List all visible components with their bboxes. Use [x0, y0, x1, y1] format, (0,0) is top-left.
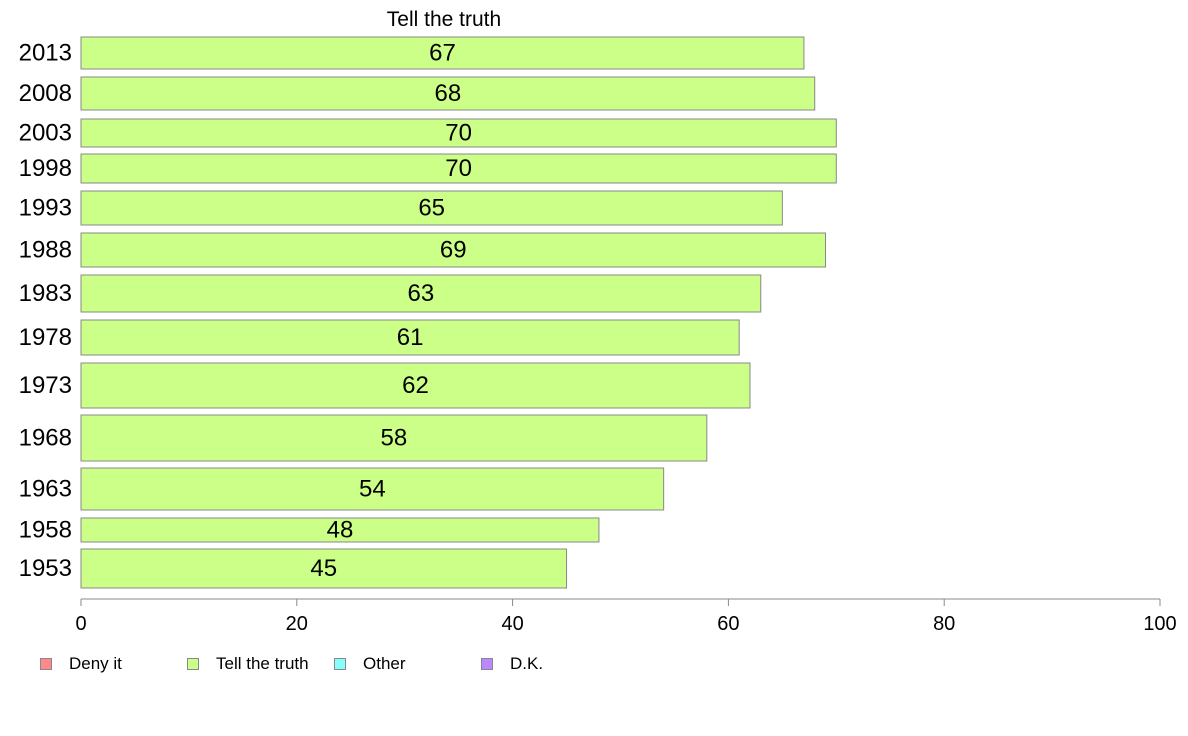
bar-value-label: 69	[440, 237, 467, 264]
x-tick-label: 80	[933, 613, 955, 635]
bar-1963	[80, 467, 665, 511]
bar-2003	[80, 118, 837, 148]
category-label: 2003	[19, 120, 72, 147]
bar-1993	[80, 190, 783, 226]
category-label: 1958	[19, 517, 72, 544]
legend-item-dk: D.K.	[481, 654, 543, 674]
category-label: 1963	[19, 476, 72, 503]
chart-title: Tell the truth	[387, 8, 501, 31]
bar-value-label: 54	[359, 476, 386, 503]
bar-value-label: 70	[445, 155, 472, 182]
bar-value-label: 48	[327, 517, 354, 544]
bar-value-label: 58	[381, 425, 408, 452]
category-label: 1968	[19, 425, 72, 452]
legend: Deny it Tell the truth Other D.K.	[0, 654, 1188, 674]
legend-swatch	[40, 658, 52, 670]
category-label: 1993	[19, 195, 72, 222]
bar-value-label: 67	[429, 40, 456, 67]
bar-chart: Tell the truth 6720136820087020037019986…	[19, 8, 1177, 635]
legend-swatch	[187, 658, 199, 670]
bar-1968	[80, 414, 708, 462]
legend-swatch	[481, 658, 493, 670]
bar-value-label: 62	[402, 372, 429, 399]
bar-value-label: 45	[310, 555, 337, 582]
bar-1983	[80, 274, 762, 313]
x-tick-label: 40	[501, 613, 523, 635]
bar-value-label: 61	[397, 324, 424, 351]
bar-value-label: 63	[408, 280, 435, 307]
legend-label: Other	[363, 654, 406, 673]
bar-1978	[80, 319, 740, 356]
x-tick-label: 60	[717, 613, 739, 635]
bar-1988	[80, 232, 827, 268]
legend-label: D.K.	[510, 654, 544, 673]
category-label: 2008	[19, 80, 72, 107]
legend-item-other: Other	[334, 654, 406, 674]
bar-value-label: 68	[435, 80, 462, 107]
bar-1958	[80, 517, 600, 543]
legend-item-tell-the-truth: Tell the truth	[187, 654, 309, 674]
bar-1973	[80, 362, 751, 409]
bar-1953	[80, 548, 568, 589]
bar-2013	[80, 36, 805, 70]
x-tick-label: 100	[1143, 613, 1176, 635]
legend-item-deny-it: Deny it	[40, 654, 122, 674]
bar-value-label: 65	[418, 195, 445, 222]
category-label: 1978	[19, 324, 72, 351]
x-tick-label: 20	[286, 613, 308, 635]
legend-label: Deny it	[69, 654, 122, 673]
x-tick-label: 0	[75, 613, 86, 635]
category-label: 1983	[19, 280, 72, 307]
category-label: 1998	[19, 155, 72, 182]
category-label: 1953	[19, 555, 72, 582]
bar-value-label: 70	[445, 120, 472, 147]
legend-swatch	[334, 658, 346, 670]
category-label: 1973	[19, 372, 72, 399]
category-label: 2013	[19, 40, 72, 67]
category-label: 1988	[19, 237, 72, 264]
bar-2008	[80, 76, 816, 111]
bar-1998	[80, 153, 837, 184]
bars-group: 67 2013 68 2008 70 2003 70 1998 65 1993 69 1988 63 19…	[19, 36, 837, 589]
legend-label: Tell the truth	[216, 654, 309, 673]
x-axis: 0 20 40 60 80 100	[75, 598, 1177, 635]
